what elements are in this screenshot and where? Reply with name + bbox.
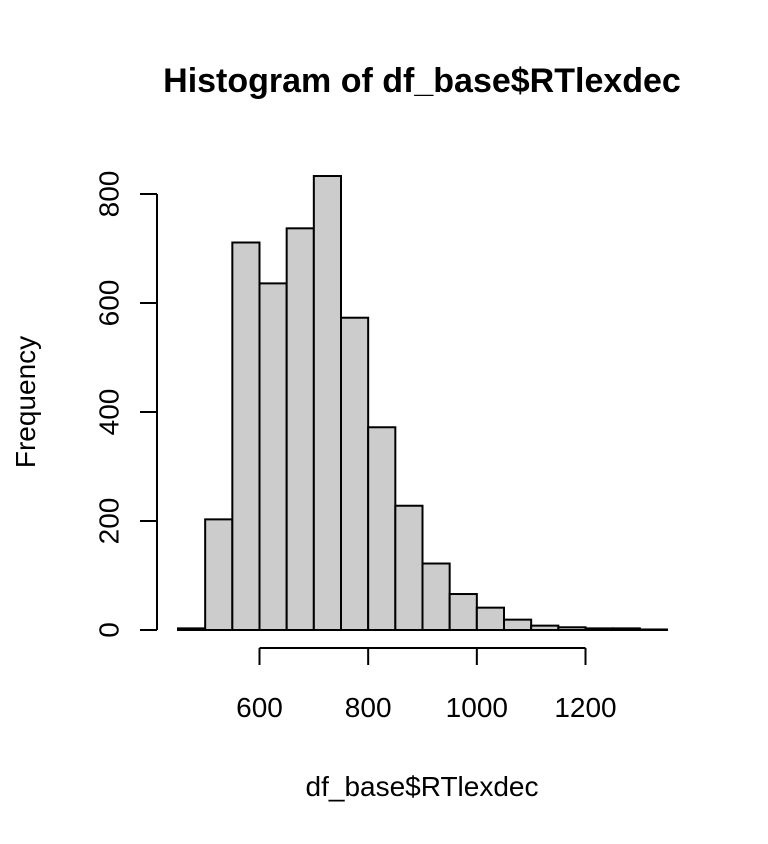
- y-tick-label: 800: [93, 171, 124, 218]
- histogram-bar: [448, 593, 478, 632]
- histogram-bar: [312, 175, 343, 631]
- y-axis: 0 200 400 600 800: [93, 171, 158, 638]
- histogram-bar: [394, 504, 424, 631]
- x-axis: 600 800 1000 1200: [236, 647, 617, 723]
- histogram-bar: [177, 627, 207, 631]
- y-axis-label: Frequency: [10, 336, 41, 468]
- y-tick-label: 200: [93, 498, 124, 545]
- chart-title: Histogram of df_base$RTlexdec: [163, 62, 681, 100]
- x-tick-label: 600: [236, 692, 283, 723]
- histogram-bar: [503, 618, 533, 632]
- histogram-bar: [475, 606, 506, 632]
- histogram-bar: [367, 426, 397, 632]
- histogram-bar: [530, 624, 560, 632]
- bars-group: [177, 175, 668, 632]
- y-tick-label: 0: [93, 622, 124, 638]
- histogram-bar: [557, 626, 587, 632]
- histogram-bar: [421, 562, 451, 632]
- x-tick-label: 1200: [554, 692, 616, 723]
- x-axis-label: df_base$RTlexdec: [306, 771, 539, 802]
- y-tick-label: 400: [93, 389, 124, 436]
- histogram-bar: [638, 628, 668, 632]
- histogram-bar: [611, 627, 641, 631]
- histogram-bar: [204, 518, 234, 631]
- histogram-bar: [340, 316, 370, 631]
- histogram-bar: [285, 227, 315, 632]
- histogram-bar: [258, 282, 288, 631]
- x-tick-label: 800: [345, 692, 392, 723]
- histogram-bar: [584, 627, 614, 631]
- x-tick-label: 1000: [446, 692, 508, 723]
- y-tick-label: 600: [93, 280, 124, 327]
- histogram-bar: [231, 241, 261, 631]
